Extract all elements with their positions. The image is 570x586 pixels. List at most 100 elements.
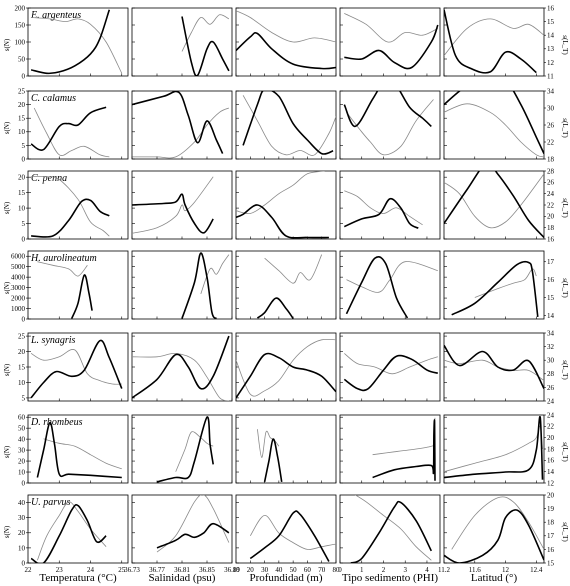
n-line-4-1: [132, 335, 230, 399]
lt-line-1-0: [33, 107, 110, 158]
n-line-6-4: [444, 509, 544, 563]
lt-line-4-1: [132, 352, 230, 401]
right-tick-label-0-4: 15: [547, 18, 555, 26]
x-tick-label-3-2: 2: [382, 566, 386, 574]
left-tick-label-1-5: 25: [18, 87, 26, 95]
x-axis-title-4: Latitud (°): [471, 572, 518, 584]
lt-line-0-2: [236, 10, 336, 43]
lt-line-4-0: [30, 349, 122, 385]
n-line-4-3: [343, 354, 439, 392]
panel-frame-1-0: [27, 90, 129, 160]
right-tick-label-4-4: 32: [547, 343, 555, 351]
left-tick-label-4-0: 5: [22, 394, 26, 402]
n-line-4-4: [444, 344, 544, 389]
n-line-5-1: [156, 416, 214, 483]
right-axis-label-3: s(L_T): [561, 278, 569, 298]
lt-line-2-1: [132, 176, 214, 234]
left-tick-label-3-3: 3000: [11, 284, 26, 292]
left-tick-label-1-0: 0: [22, 155, 26, 163]
n-line-2-3: [343, 197, 419, 229]
x-tick-label-2-2: 30: [261, 566, 269, 574]
lt-line-2-3: [344, 190, 423, 226]
n-line-0-3: [344, 24, 439, 70]
x-tick-label-2-3: 40: [275, 566, 283, 574]
x-tick-label-0-3: 25: [118, 566, 126, 574]
right-tick-label-3-1: 15: [547, 294, 555, 302]
n-line-2-1: [132, 193, 214, 234]
lt-line-3-3: [346, 261, 438, 293]
x-tick-label-2-0: 10: [233, 566, 241, 574]
lt-line-3-0: [37, 261, 88, 277]
right-tick-label-2-5: 26: [547, 179, 555, 187]
right-tick-label-1-0: 18: [547, 155, 555, 163]
n-line-3-4: [451, 260, 539, 317]
lt-line-5-3: [372, 417, 436, 456]
x-axis-title-0: Temperatura (°C): [39, 572, 117, 584]
panel-frame-1-3: [339, 90, 441, 160]
right-tick-label-6-2: 17: [547, 532, 555, 540]
n-line-6-1: [156, 522, 230, 549]
left-axis-label-3: s(N): [3, 281, 11, 294]
right-tick-label-0-2: 13: [547, 45, 555, 53]
n-line-1-0: [30, 106, 107, 151]
right-tick-label-2-1: 18: [547, 224, 555, 232]
right-tick-label-5-4: 20: [547, 434, 555, 442]
left-tick-label-4-1: 10: [18, 379, 26, 387]
species-label-6: U. parvus: [31, 497, 71, 508]
n-line-5-0: [36, 421, 122, 479]
panel-frame-3-4: [443, 250, 545, 320]
panel-frame-3-0: [27, 250, 129, 320]
lt-line-0-3: [344, 13, 438, 43]
x-tick-label-0-0: 22: [25, 566, 33, 574]
right-axis-label-1: s(L_T): [561, 118, 569, 138]
left-axis-label-0: s(N): [3, 38, 11, 51]
left-tick-label-3-6: 6000: [11, 253, 26, 261]
panel-frame-3-1: [131, 250, 233, 320]
n-line-4-0: [30, 339, 123, 399]
left-tick-label-0-0: 0: [22, 72, 26, 80]
n-line-2-0: [31, 198, 110, 238]
lt-line-4-2: [236, 338, 336, 397]
right-tick-label-3-3: 17: [547, 258, 555, 266]
panel-frame-2-4: [443, 170, 545, 240]
left-tick-label-5-0: 0: [22, 479, 26, 487]
n-line-2-4: [444, 171, 544, 239]
x-tick-label-1-3: 36.85: [199, 566, 215, 574]
right-tick-label-6-0: 15: [547, 559, 555, 567]
left-tick-label-6-3: 30: [18, 514, 26, 522]
right-tick-label-2-6: 28: [547, 167, 555, 175]
panel-frame-3-2: [235, 250, 337, 320]
lt-line-4-3: [344, 353, 438, 375]
right-tick-label-0-1: 12: [547, 59, 555, 67]
n-line-6-2: [249, 510, 330, 562]
right-tick-label-2-0: 16: [547, 235, 555, 243]
x-tick-label-4-2: 12: [502, 566, 510, 574]
lt-line-5-1: [175, 431, 214, 472]
x-tick-label-3-0: 0: [338, 566, 342, 574]
n-line-1-4: [444, 91, 544, 154]
left-tick-label-4-3: 20: [18, 348, 26, 356]
panel-frame-2-2: [235, 170, 337, 240]
left-tick-label-1-3: 15: [18, 115, 26, 123]
n-line-1-2: [242, 91, 334, 155]
x-tick-label-1-1: 36.77: [149, 566, 165, 574]
right-tick-label-6-5: 20: [547, 491, 555, 499]
x-axis-title-2: Profundidad (m): [249, 572, 322, 584]
panel-frame-5-1: [131, 414, 233, 484]
species-label-0: E. argenteus: [30, 10, 81, 21]
right-tick-label-2-3: 22: [547, 201, 555, 209]
left-tick-label-5-1: 10: [18, 468, 26, 476]
right-tick-label-5-0: 12: [547, 479, 555, 487]
panel-frame-1-2: [235, 90, 337, 160]
x-tick-label-3-1: 1: [360, 566, 364, 574]
left-tick-label-4-4: 25: [18, 332, 26, 340]
right-tick-label-5-1: 14: [547, 468, 555, 476]
x-tick-label-2-5: 60: [304, 566, 312, 574]
x-axis-title-1: Salinidad (psu): [149, 572, 216, 584]
left-tick-label-5-3: 30: [18, 446, 26, 454]
n-line-6-0: [30, 504, 107, 563]
panel-frame-2-3: [339, 170, 441, 240]
left-tick-label-6-0: 0: [22, 559, 26, 567]
species-label-4: L. synagris: [30, 335, 76, 346]
right-tick-label-3-0: 14: [547, 312, 555, 320]
